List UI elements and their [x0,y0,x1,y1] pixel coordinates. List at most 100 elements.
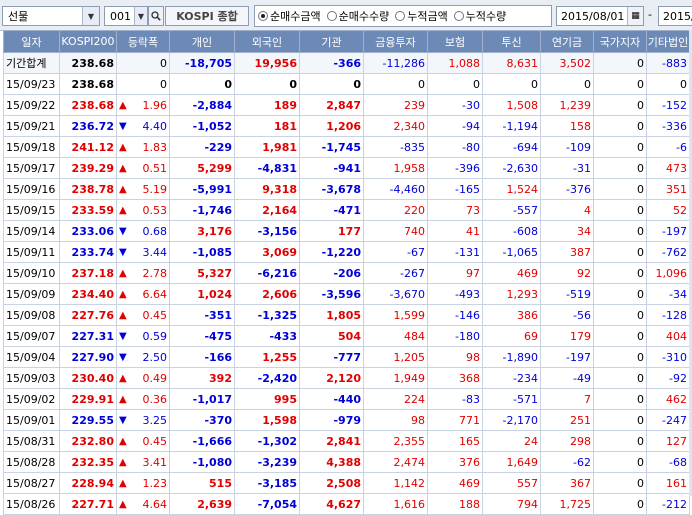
government-cell: 0 [593,472,647,494]
individual-cell: 2,639 [169,493,235,515]
other-corp-cell: -152 [646,94,690,116]
column-header[interactable]: 기타법인 [646,30,690,53]
column-header[interactable]: 보험 [427,30,483,53]
change-value: 0.45 [142,308,168,322]
change-value: 3.25 [142,413,168,427]
government-cell: 0 [593,178,647,200]
financial-investment-cell: 1,958 [363,157,428,179]
change-cell: ▲ 0.45 [116,304,170,326]
column-header[interactable]: 기관 [299,30,364,53]
search-button[interactable] [148,6,164,26]
table-row[interactable]: 15/09/02 229.91 ▲ 0.36 -1,017 995 -440 224 -83 -5… [3,388,690,410]
foreign-cell: 189 [234,94,300,116]
table-row[interactable]: 15/08/28 232.35 ▲ 3.41 -1,080 -3,239 4,388 2,47… [3,451,690,473]
financial-investment-cell: -835 [363,136,428,158]
government-cell: 0 [593,430,647,452]
column-header[interactable]: 등락폭 [116,30,170,53]
individual-cell: -351 [169,304,235,326]
institution-cell: 1,206 [299,115,364,137]
other-corp-cell: 161 [646,472,690,494]
insurance-cell: -180 [427,325,483,347]
institution-cell: 4,627 [299,493,364,515]
radio-dot-icon [258,11,268,21]
change-cell: 0 [116,73,170,95]
search-icon [151,11,161,21]
date-to-picker[interactable]: 2015/ [658,6,692,26]
date-from-picker[interactable]: 2015/08/01 ▦ [556,6,644,26]
date-cell: 15/09/18 [3,136,60,158]
code-input[interactable]: 001 ▼ [104,6,148,26]
table-row[interactable]: 15/09/01 229.55 ▼ 3.25 -370 1,598 -979 98 771 -2,… [3,409,690,431]
table-row[interactable]: 15/09/23 238.68 0 0 0 0 0 0 0 0 0 0 [3,73,690,95]
insurance-cell: -83 [427,388,483,410]
other-corp-cell: -883 [646,52,690,74]
investment-trust-cell: 24 [482,430,541,452]
table-row[interactable]: 15/08/26 227.71 ▲ 4.64 2,639 -7,054 4,627 1,616… [3,493,690,515]
column-header[interactable]: 국가지자 [593,30,647,53]
table-row[interactable]: 15/09/16 238.78 ▲ 5.19 -5,991 9,318 -3,678 -4,4… [3,178,690,200]
market-select[interactable]: 선물 ▼ [2,6,100,26]
market-select-value: 선물 [8,10,29,23]
other-corp-cell: 473 [646,157,690,179]
change-cell: ▲ 0.51 [116,157,170,179]
pension-cell: 251 [540,409,594,431]
pension-cell: 158 [540,115,594,137]
individual-cell: 3,176 [169,220,235,242]
column-header[interactable]: 연기금 [540,30,594,53]
table-row[interactable]: 15/09/11 233.74 ▼ 3.44 -1,085 3,069 -1,220 -67-… [3,241,690,263]
table-row[interactable]: 15/09/10 237.18 ▲ 2.78 5,327 -6,216 -206 -267 97… [3,262,690,284]
kospi200-cell: 232.35 [59,451,117,473]
table-row[interactable]: 15/08/27 228.94 ▲ 1.23 515 -3,185 2,508 1,142 46… [3,472,690,494]
column-header[interactable]: KOSPI200 [59,30,117,53]
government-cell: 0 [593,304,647,326]
institution-cell: -941 [299,157,364,179]
table-row[interactable]: 15/09/08 227.76 ▲ 0.45 -351 -1,325 1,805 1,599-… [3,304,690,326]
individual-cell: 1,024 [169,283,235,305]
change-cell: ▲ 2.78 [116,262,170,284]
chevron-down-icon[interactable]: ▼ [82,7,99,25]
date-cell: 15/08/31 [3,430,60,452]
change-value: 3.44 [142,245,168,259]
date-cell: 15/08/27 [3,472,60,494]
other-corp-cell: 404 [646,325,690,347]
insurance-cell: -80 [427,136,483,158]
change-cell: ▲ 0.45 [116,430,170,452]
column-header[interactable]: 금융투자 [363,30,428,53]
calendar-icon[interactable]: ▦ [627,7,643,25]
change-value: 3.41 [142,455,168,469]
radio-option[interactable]: 누적금액 [395,8,448,24]
kospi200-cell: 227.76 [59,304,117,326]
change-cell: ▲ 3.41 [116,451,170,473]
table-row[interactable]: 기간합계 238.68 0 -18,705 19,956 -366 -11,286 1,088… [3,52,690,74]
foreign-cell: -1,302 [234,430,300,452]
column-header[interactable]: 개인 [169,30,235,53]
table-row[interactable]: 15/08/31 232.80 ▲ 0.45 -1,666 -1,302 2,841 2,35… [3,430,690,452]
change-value: 0.36 [142,392,168,406]
radio-option[interactable]: 순매수금액 [258,8,321,24]
radio-option[interactable]: 순매수수량 [326,8,389,24]
table-row[interactable]: 15/09/18 241.12 ▲ 1.83 -229 1,981 -1,745 -835 -8… [3,136,690,158]
table-row[interactable]: 15/09/04 227.90 ▼ 2.50 -166 1,255 -777 1,205 98-… [3,346,690,368]
column-header[interactable]: 일자 [3,30,60,53]
table-row[interactable]: 15/09/22 238.68 ▲ 1.96 -2,884 189 2,847 239 -30 1… [3,94,690,116]
vertical-scrollbar[interactable] [689,30,692,496]
change-value: 0.45 [142,434,168,448]
financial-investment-cell: 2,474 [363,451,428,473]
individual-cell: 5,327 [169,262,235,284]
column-header[interactable]: 외국인 [234,30,300,53]
radio-dot-icon [453,11,464,21]
column-header[interactable]: 투신 [482,30,541,53]
table-row[interactable]: 15/09/14 233.06 ▼ 0.68 3,176 -3,156 177 740 41 -6… [3,220,690,242]
table-row[interactable]: 15/09/07 227.31 ▼ 0.59 -475 -433 504 484 -180 69 1… [3,325,690,347]
financial-investment-cell: -267 [363,262,428,284]
chevron-down-icon[interactable]: ▼ [134,7,147,25]
table-row[interactable]: 15/09/09 234.40 ▲ 6.64 1,024 2,606 -3,596 -3,67… [3,283,690,305]
up-arrow-icon: ▲ [119,456,127,468]
table-row[interactable]: 15/09/03 230.40 ▲ 0.49 392 -2,420 2,120 1,949 36… [3,367,690,389]
radio-option[interactable]: 누적수량 [453,8,506,24]
table-row[interactable]: 15/09/17 239.29 ▲ 0.51 5,299 -4,831 -941 1,958-… [3,157,690,179]
individual-cell: -475 [169,325,235,347]
table-row[interactable]: 15/09/21 236.72 ▼ 4.40 -1,052 181 1,206 2,340 -9… [3,115,690,137]
table-row[interactable]: 15/09/15 233.59 ▲ 0.53 -1,746 2,164 -471 220 73-… [3,199,690,221]
individual-cell: 0 [169,73,235,95]
